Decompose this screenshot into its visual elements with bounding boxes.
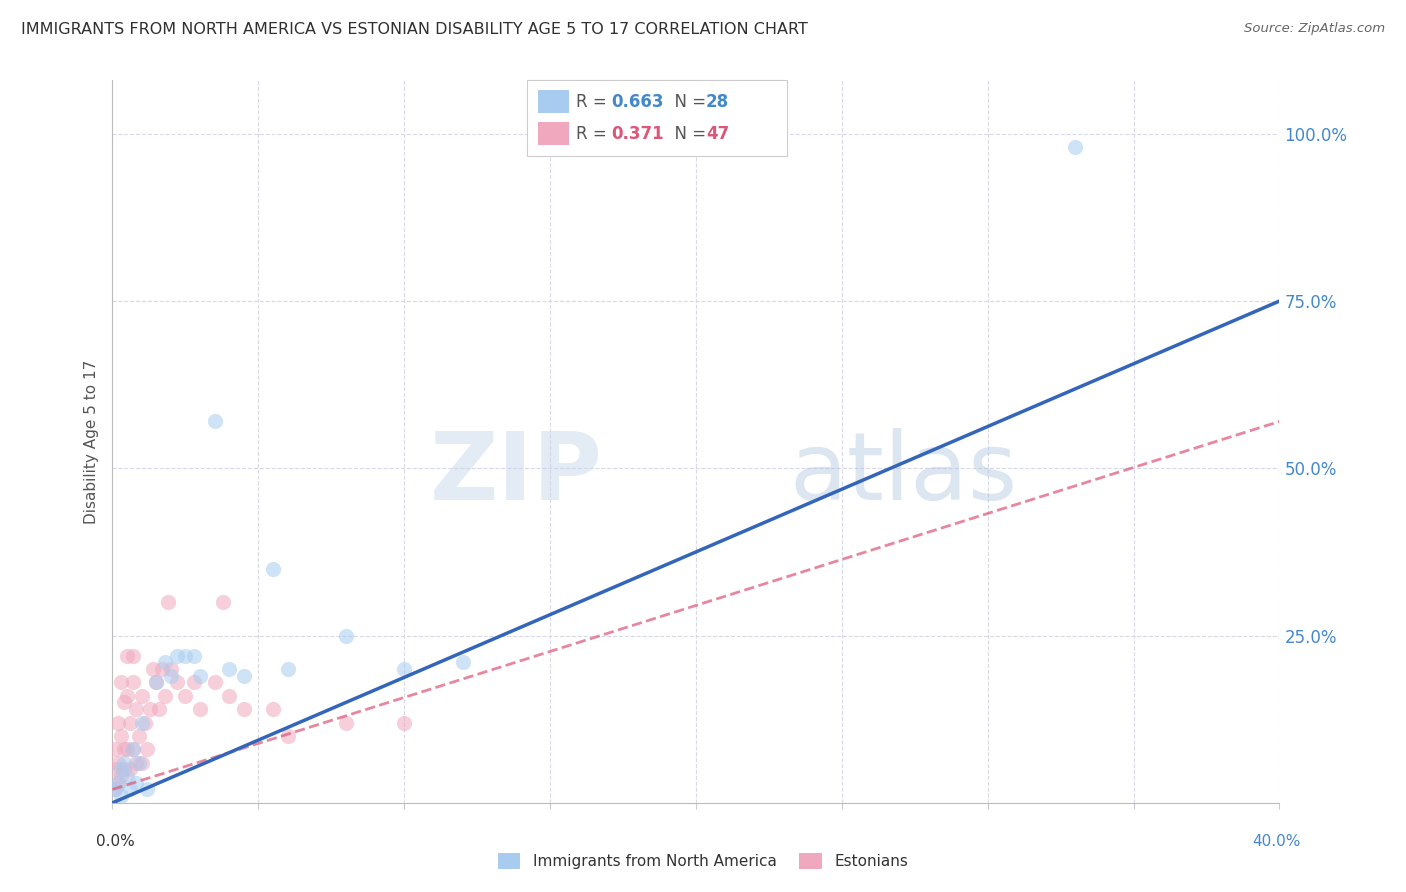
Point: [122, 675, 145, 690]
Point: [118, 782, 141, 797]
Point: [131, 756, 153, 770]
Point: [153, 655, 176, 669]
Point: [115, 648, 138, 663]
Point: [112, 742, 135, 756]
Text: Source: ZipAtlas.com: Source: ZipAtlas.com: [1244, 22, 1385, 36]
Legend: Immigrants from North America, Estonians: Immigrants from North America, Estonians: [492, 847, 914, 875]
Text: 47: 47: [706, 125, 730, 143]
Point: [115, 689, 138, 703]
Text: R =: R =: [576, 125, 613, 143]
Point: [128, 729, 150, 743]
Point: [112, 762, 135, 776]
Point: [212, 595, 235, 609]
Point: [110, 762, 132, 776]
Point: [110, 675, 132, 690]
Text: N =: N =: [664, 93, 711, 111]
Point: [451, 655, 474, 669]
Text: 28: 28: [706, 93, 728, 111]
Point: [107, 776, 129, 790]
Point: [145, 675, 167, 690]
Point: [183, 675, 205, 690]
Point: [148, 702, 170, 716]
Text: 0.371: 0.371: [612, 125, 664, 143]
Point: [335, 715, 357, 730]
Text: 0.0%: 0.0%: [96, 834, 135, 849]
Point: [125, 756, 148, 770]
Point: [145, 675, 167, 690]
Point: [174, 648, 197, 663]
Point: [115, 742, 138, 756]
Point: [276, 662, 298, 676]
Point: [150, 662, 173, 676]
Point: [188, 669, 211, 683]
Point: [131, 715, 153, 730]
Point: [110, 769, 132, 783]
Point: [122, 742, 145, 756]
Point: [142, 662, 165, 676]
Point: [156, 595, 179, 609]
Point: [107, 756, 129, 770]
Point: [122, 742, 145, 756]
Point: [104, 742, 127, 756]
Point: [232, 702, 254, 716]
Point: [104, 762, 127, 776]
Text: R =: R =: [576, 93, 613, 111]
Point: [112, 756, 135, 770]
Point: [104, 782, 127, 797]
Point: [262, 702, 284, 716]
Point: [115, 769, 138, 783]
Point: [174, 689, 197, 703]
Text: IMMIGRANTS FROM NORTH AMERICA VS ESTONIAN DISABILITY AGE 5 TO 17 CORRELATION CHA: IMMIGRANTS FROM NORTH AMERICA VS ESTONIA…: [21, 22, 808, 37]
Point: [125, 776, 148, 790]
Point: [204, 414, 226, 429]
Point: [131, 689, 153, 703]
Point: [160, 662, 183, 676]
Point: [188, 702, 211, 716]
Point: [153, 689, 176, 703]
Point: [110, 789, 132, 804]
Text: atlas: atlas: [789, 428, 1018, 520]
Point: [136, 782, 159, 797]
Point: [335, 628, 357, 642]
Point: [122, 648, 145, 663]
Text: ZIP: ZIP: [430, 428, 603, 520]
Point: [166, 648, 188, 663]
Point: [118, 715, 141, 730]
Text: 0.663: 0.663: [612, 93, 664, 111]
Point: [104, 782, 127, 797]
Y-axis label: Disability Age 5 to 17: Disability Age 5 to 17: [83, 359, 98, 524]
Point: [394, 715, 416, 730]
Text: 40.0%: 40.0%: [1253, 834, 1301, 849]
Point: [136, 742, 159, 756]
Text: N =: N =: [664, 125, 711, 143]
Point: [204, 675, 226, 690]
Point: [166, 675, 188, 690]
Point: [218, 662, 240, 676]
Point: [128, 756, 150, 770]
Point: [232, 669, 254, 683]
Point: [112, 696, 135, 710]
Point: [160, 669, 183, 683]
Point: [107, 715, 129, 730]
Point: [183, 648, 205, 663]
Point: [107, 776, 129, 790]
Point: [262, 562, 284, 576]
Point: [139, 702, 162, 716]
Point: [276, 729, 298, 743]
Point: [110, 729, 132, 743]
Point: [118, 762, 141, 776]
Point: [125, 702, 148, 716]
Point: [134, 715, 156, 730]
Point: [394, 662, 416, 676]
Point: [1064, 140, 1087, 154]
Point: [218, 689, 240, 703]
